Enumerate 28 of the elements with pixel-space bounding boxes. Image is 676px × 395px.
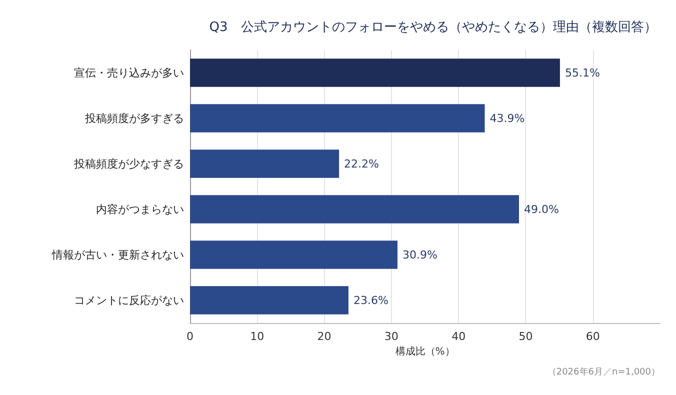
x-tick-label: 60 xyxy=(586,330,600,343)
y-tick-label: コメントに反応がない xyxy=(74,294,184,307)
data-label: 55.1% xyxy=(564,66,600,80)
x-tick-label: 50 xyxy=(518,330,533,343)
bar xyxy=(190,104,485,132)
bar xyxy=(190,240,398,269)
data-label: 30.9% xyxy=(402,248,438,262)
x-tick-label: 40 xyxy=(452,330,466,343)
y-tick-label: 内容がつまらない xyxy=(96,202,184,216)
x-tick-label: 10 xyxy=(250,330,264,343)
x-tick-label: 0 xyxy=(186,330,194,343)
bar xyxy=(190,286,348,314)
data-label: 23.6% xyxy=(353,294,388,307)
y-tick-label: 情報が古い・更新されない xyxy=(51,248,184,262)
data-label: 22.2% xyxy=(344,157,380,170)
y-tick-label: 投稿頻度が少なすぎる xyxy=(73,157,184,170)
x-axis-title: 構成比（%） xyxy=(395,345,455,358)
data-label: 43.9% xyxy=(490,112,525,125)
text: （2026年6月／n=1,000） xyxy=(547,366,660,378)
bar xyxy=(190,58,560,87)
y-tick-label: 宣伝・売り込みが多い xyxy=(74,66,184,80)
chart-title: Q3 公式アカウントのフォローをやめる（やめたくなる）理由（複数回答） xyxy=(209,20,657,35)
y-tick-label: 投稿頻度が多すぎる xyxy=(84,112,184,125)
bar xyxy=(190,195,519,224)
data-label: 49.0% xyxy=(524,202,559,216)
bar xyxy=(190,150,340,178)
x-tick-label: 20 xyxy=(317,330,332,343)
x-tick-label: 30 xyxy=(384,330,398,343)
